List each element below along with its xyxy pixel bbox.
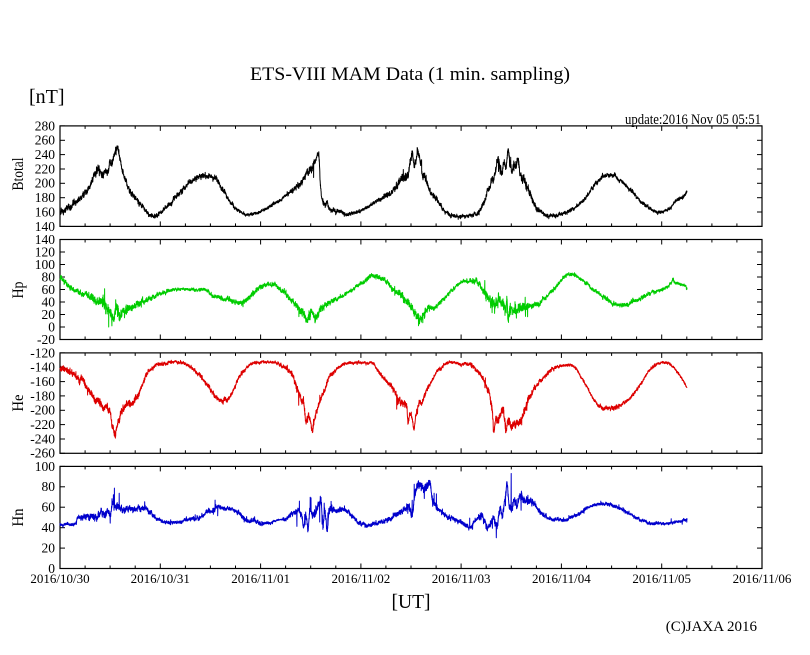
svg-text:-180: -180 (30, 388, 55, 403)
svg-text:180: 180 (35, 190, 56, 205)
svg-text:-220: -220 (30, 417, 55, 432)
svg-text:update:2016 Nov 05 05:51: update:2016 Nov 05 05:51 (625, 112, 761, 128)
svg-text:2016/11/04: 2016/11/04 (532, 571, 591, 586)
svg-text:-120: -120 (30, 345, 55, 360)
svg-text:120: 120 (35, 244, 56, 259)
svg-text:0: 0 (48, 319, 55, 334)
svg-text:140: 140 (35, 219, 56, 234)
svg-text:220: 220 (35, 161, 56, 176)
svg-text:2016/11/05: 2016/11/05 (632, 571, 691, 586)
svg-text:80: 80 (42, 479, 56, 494)
svg-text:60: 60 (42, 282, 56, 297)
svg-text:Hp: Hp (10, 282, 27, 299)
svg-text:60: 60 (42, 500, 56, 515)
svg-text:(C)JAXA 2016: (C)JAXA 2016 (666, 619, 758, 635)
svg-text:[nT]: [nT] (29, 86, 65, 108)
svg-text:He: He (10, 395, 27, 412)
svg-text:100: 100 (35, 257, 56, 272)
svg-text:-200: -200 (30, 403, 55, 418)
svg-text:20: 20 (42, 541, 56, 556)
svg-text:2016/11/03: 2016/11/03 (432, 571, 491, 586)
svg-text:160: 160 (35, 204, 56, 219)
svg-text:-260: -260 (30, 446, 55, 461)
svg-text:240: 240 (35, 147, 56, 162)
svg-text:40: 40 (42, 294, 56, 309)
svg-text:0: 0 (48, 561, 55, 576)
svg-text:2016/10/31: 2016/10/31 (131, 571, 190, 586)
svg-text:Hn: Hn (10, 509, 27, 527)
svg-text:280: 280 (35, 118, 56, 133)
svg-text:2016/11/01: 2016/11/01 (231, 571, 290, 586)
svg-text:80: 80 (42, 269, 56, 284)
svg-text:[UT]: [UT] (392, 592, 431, 613)
svg-text:140: 140 (35, 232, 56, 247)
svg-text:260: 260 (35, 133, 56, 148)
svg-text:200: 200 (35, 176, 56, 191)
svg-text:ETS-VIII MAM Data (1 min. samp: ETS-VIII MAM Data (1 min. sampling) (250, 64, 570, 85)
svg-text:2016/10/30: 2016/10/30 (30, 571, 89, 586)
svg-text:-160: -160 (30, 374, 55, 389)
svg-text:40: 40 (42, 520, 56, 535)
svg-text:-140: -140 (30, 360, 55, 375)
svg-text:100: 100 (35, 459, 56, 474)
svg-text:20: 20 (42, 307, 56, 322)
svg-text:-20: -20 (37, 332, 55, 347)
svg-text:2016/11/02: 2016/11/02 (332, 571, 391, 586)
svg-text:-240: -240 (30, 431, 55, 446)
svg-text:2016/11/06: 2016/11/06 (733, 571, 792, 586)
svg-text:Btotal: Btotal (10, 157, 27, 190)
